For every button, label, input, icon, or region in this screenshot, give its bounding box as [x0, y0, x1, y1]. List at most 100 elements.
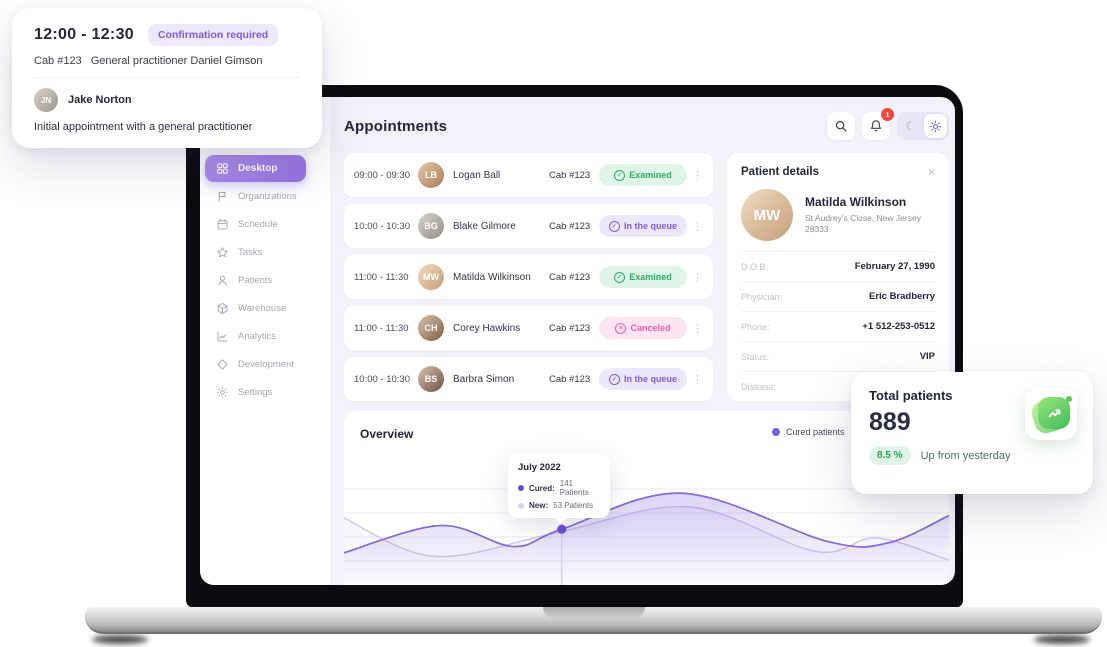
laptop-foot-right [1034, 635, 1090, 644]
change-badge: 8.5 % [869, 446, 911, 465]
patient-name: Matilda Wilkinson [805, 194, 907, 209]
page-title: Appointments [344, 117, 448, 135]
bell-icon [870, 120, 882, 132]
status-badge: ✓ Examined [599, 164, 687, 186]
row-menu-button[interactable]: ⋮ [692, 322, 703, 335]
new-dot-icon [518, 502, 524, 509]
sidebar-item-label: Tasks [238, 246, 263, 258]
status-label: In the queue [623, 221, 677, 231]
sun-icon [929, 120, 941, 132]
patient-profile: MW Matilda Wilkinson St Audrey's Close, … [741, 189, 935, 241]
cab-number: Cab #123 [549, 322, 591, 334]
sidebar-item-label: Schedule [238, 218, 278, 230]
patients-line-chart[interactable] [344, 461, 949, 585]
appointment-row[interactable]: 09:00 - 09:30 LB Logan Ball Cab #123 ✓ Ex… [344, 153, 713, 197]
row-menu-button[interactable]: ⋮ [692, 271, 703, 284]
avatar: MW [741, 189, 793, 241]
sidebar-item-tasks[interactable]: Tasks [200, 238, 330, 266]
overview-panel: Overview Cured patients [344, 411, 949, 585]
panel-title: Patient details [741, 166, 819, 178]
row-menu-button[interactable]: ⋮ [692, 169, 703, 182]
appointment-time: 10:00 - 10:30 [354, 373, 410, 385]
appointment-time: 11:00 - 11:30 [354, 322, 409, 334]
cab-number: Cab #123 [549, 169, 591, 181]
tooltip-row-new: New: 53 Patients [518, 501, 600, 510]
notification-badge: 1 [881, 108, 894, 121]
patient-name: Corey Hawkins [453, 322, 521, 334]
field-value: Eric Bradberry [868, 291, 935, 302]
appointment-time-range: 12:00 - 12:30 [34, 26, 134, 43]
light-mode-option[interactable] [923, 114, 947, 138]
sidebar-item-patients[interactable]: Patients [200, 266, 330, 294]
status-label: Examined [629, 272, 672, 282]
appointment-row[interactable]: 11:00 - 11:30 CH Corey Hawkins Cab #123 … [344, 306, 713, 350]
cab-number: Cab #123 [549, 373, 591, 385]
dark-mode-option[interactable]: ☾ [899, 114, 923, 138]
sidebar-item-desktop[interactable]: Desktop [205, 155, 306, 182]
field-value: February 27, 1990 [854, 261, 935, 272]
sidebar: Desktop Organizations Schedule Tasks Pat… [200, 97, 330, 585]
row-menu-button[interactable]: ⋮ [692, 220, 703, 233]
user-icon [218, 275, 227, 285]
sidebar-item-label: Desktop [238, 163, 278, 174]
calendar-icon [217, 218, 228, 229]
patient-address: St Audrey's Close, New Jersey 28333 [805, 212, 921, 234]
search-button[interactable] [827, 112, 855, 140]
appointments-list: 09:00 - 09:30 LB Logan Ball Cab #123 ✓ Ex… [344, 153, 713, 408]
avatar: CH [418, 315, 444, 341]
appointment-row[interactable]: 11:00 - 11:30 MW Matilda Wilkinson Cab #… [344, 255, 713, 299]
chart-icon [217, 331, 227, 341]
cross-circle-icon: ✕ [615, 322, 627, 334]
detail-row-dob: D.O.B: February 27, 1990 [741, 251, 935, 281]
sidebar-item-warehouse[interactable]: Warehouse [200, 294, 330, 322]
close-icon[interactable]: × [927, 165, 935, 179]
detail-row-physician: Physician: Eric Bradberry [741, 281, 935, 311]
appointment-row[interactable]: 10:00 - 10:30 BS Barbra Simon Cab #123 ✓… [344, 357, 713, 401]
tooltip-value: 141 Patients [559, 479, 589, 497]
diamond-icon [217, 358, 228, 370]
detail-row-disease: Disease: [741, 371, 935, 401]
gear-icon [217, 386, 228, 398]
theme-toggle[interactable]: ☾ [897, 112, 949, 140]
sidebar-item-label: Organizations [238, 190, 297, 202]
divider [34, 77, 300, 78]
field-label: Status: [741, 351, 770, 362]
page-header: Appointments 1 ☾ [344, 108, 949, 143]
sidebar-item-settings[interactable]: Settings [200, 378, 330, 406]
patient-identity: Matilda Wilkinson St Audrey's Close, New… [805, 195, 935, 236]
sidebar-item-development[interactable]: Development [200, 350, 330, 378]
flag-icon [218, 191, 226, 202]
chart-tooltip: July 2022 Cured: 141 Patients New: 53 Pa… [508, 453, 610, 518]
main-content: Appointments 1 ☾ [330, 97, 955, 585]
chart-legend: Cured patients [772, 427, 845, 437]
detail-row-status: Status: VIP [741, 341, 935, 371]
status-badge: ✓ Examined [599, 266, 687, 288]
status-dot [1066, 396, 1072, 402]
sidebar-item-organizations[interactable]: Organizations [200, 182, 330, 210]
patient-details-header: Patient details × [741, 165, 935, 179]
sidebar-item-schedule[interactable]: Schedule [200, 210, 330, 238]
avatar: JN [34, 88, 58, 112]
app-window: Desktop Organizations Schedule Tasks Pat… [200, 97, 955, 585]
laptop-notch [542, 607, 645, 618]
patient-details-panel: Patient details × MW Matilda Wilkinson S… [727, 153, 949, 401]
field-value: +1 512-253-0512 [862, 321, 935, 332]
growth-icon-tile [1025, 388, 1077, 440]
confirmation-badge: Confirmation required [147, 24, 279, 46]
trending-up-icon [1038, 397, 1070, 429]
search-icon [835, 120, 847, 132]
overview-title: Overview [360, 427, 414, 441]
field-value: VIP [919, 351, 935, 362]
patient-name: Blake Gilmore [453, 220, 516, 232]
total-patients-title: Total patients [869, 388, 953, 403]
status-badge: ✓ In the queue [599, 368, 687, 390]
appointment-row[interactable]: 10:00 - 10:30 BG Blake Gilmore Cab #123 … [344, 204, 713, 248]
detail-row-phone: Phone: +1 512-253-0512 [741, 311, 935, 341]
tooltip-title: July 2022 [518, 462, 561, 473]
sidebar-item-analytics[interactable]: Analytics [200, 322, 330, 350]
row-menu-button[interactable]: ⋮ [692, 373, 703, 386]
notifications-button[interactable]: 1 [862, 108, 894, 140]
status-badge: ✓ In the queue [599, 215, 687, 237]
patient-name: Barbra Simon [453, 373, 515, 385]
patient-name: Matilda Wilkinson [453, 271, 531, 283]
